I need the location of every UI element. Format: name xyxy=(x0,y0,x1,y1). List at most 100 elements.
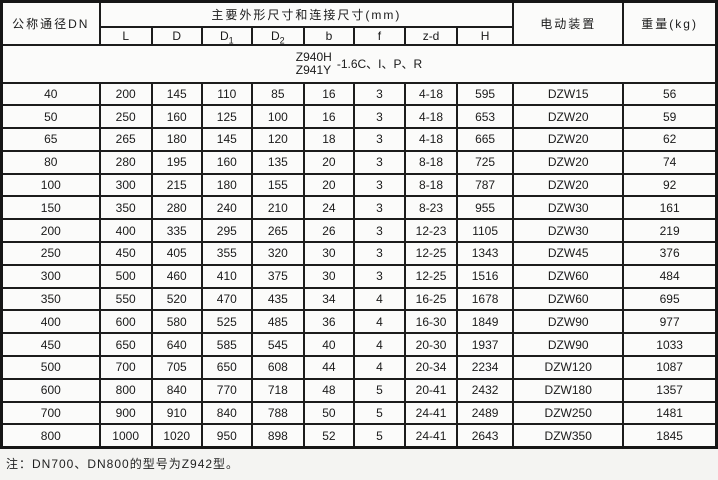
spec-cell: 470 xyxy=(200,286,253,312)
spec-cell: 44 xyxy=(302,355,355,380)
spec-cell: 145 xyxy=(150,81,203,107)
spec-cell: 20-41 xyxy=(403,377,459,403)
spec-row: 500 700 705 650 608 44 4 20-34 2234 DZW120 1087 xyxy=(0,355,718,380)
spec-cell: 18 xyxy=(302,127,355,152)
spec-cell: 240 xyxy=(200,195,253,221)
spec-cell: 62 xyxy=(622,127,718,152)
spec-cell: 24 xyxy=(302,195,355,221)
spec-row: 350 550 520 470 435 34 4 16-25 1678 DZW60 695 xyxy=(0,286,718,312)
model-top: Z940H xyxy=(295,49,332,64)
spec-cell: DZW15 xyxy=(512,81,625,107)
spec-cell: 24-41 xyxy=(403,423,459,449)
spec-cell: 100 xyxy=(0,172,101,198)
spec-cell: 219 xyxy=(622,218,718,244)
spec-cell: 5 xyxy=(352,400,407,426)
spec-cell: 1481 xyxy=(622,400,718,426)
spec-cell: 400 xyxy=(0,309,101,335)
spec-cell: 1678 xyxy=(456,286,515,312)
spec-cell: 900 xyxy=(98,400,153,426)
spec-cell: DZW20 xyxy=(512,127,625,152)
spec-cell: DZW120 xyxy=(512,355,625,380)
model-bottom: Z941Y xyxy=(295,62,332,77)
spec-cell: 350 xyxy=(98,195,153,221)
spec-cell: 4 xyxy=(352,286,407,312)
spec-cell: 600 xyxy=(0,377,101,403)
spec-cell: 800 xyxy=(98,377,153,403)
spec-cell: DZW45 xyxy=(512,241,625,266)
spec-cell: DZW350 xyxy=(512,423,625,449)
spec-cell: 125 xyxy=(200,104,253,130)
spec-cell: 50 xyxy=(302,400,355,426)
spec-cell: 460 xyxy=(150,263,203,289)
spec-cell: 350 xyxy=(0,286,101,312)
spec-cell: 180 xyxy=(150,127,203,152)
spec-cell: 950 xyxy=(200,423,253,449)
spec-cell: 2489 xyxy=(456,400,515,426)
spec-cell: 3 xyxy=(352,149,407,175)
spec-row: 40 200 145 110 85 16 3 4-18 595 DZW15 56 xyxy=(0,81,718,107)
spec-cell: 155 xyxy=(250,172,305,198)
spec-cell: 195 xyxy=(150,149,203,175)
spec-cell: 4-18 xyxy=(403,127,459,152)
spec-cell: 280 xyxy=(150,195,203,221)
spec-cell: DZW20 xyxy=(512,149,625,175)
spec-cell: 375 xyxy=(250,263,305,289)
spec-cell: 50 xyxy=(0,104,101,130)
model-suffix: -1.6C、I、P、R xyxy=(336,57,423,71)
spec-cell: 250 xyxy=(0,241,101,266)
spec-cell: 265 xyxy=(250,218,305,244)
spec-cell: 4-18 xyxy=(403,81,459,107)
spec-cell: 650 xyxy=(98,332,153,358)
spec-cell: DZW250 xyxy=(512,400,625,426)
spec-cell: 24-41 xyxy=(403,400,459,426)
header-col-f: f xyxy=(352,25,407,46)
spec-cell: 405 xyxy=(150,241,203,266)
spec-cell: 2643 xyxy=(456,423,515,449)
spec-cell: 653 xyxy=(456,104,515,130)
spec-cell: 898 xyxy=(250,423,305,449)
spec-cell: 4 xyxy=(352,355,407,380)
spec-cell: 26 xyxy=(302,218,355,244)
spec-cell: 4 xyxy=(352,309,407,335)
spec-row: 300 500 460 410 375 30 3 12-25 1516 DZW60 484 xyxy=(0,263,718,289)
spec-cell: 8-18 xyxy=(403,172,459,198)
spec-row: 600 800 840 770 718 48 5 20-41 2432 DZW180 1357 xyxy=(0,377,718,403)
spec-row: 80 280 195 160 135 20 3 8-18 725 DZW20 74 xyxy=(0,149,718,175)
spec-cell: 145 xyxy=(200,127,253,152)
spec-cell: 3 xyxy=(352,127,407,152)
spec-cell: 80 xyxy=(0,149,101,175)
spec-cell: 4-18 xyxy=(403,104,459,130)
spec-cell: 700 xyxy=(98,355,153,380)
spec-cell: 161 xyxy=(622,195,718,221)
spec-cell: DZW60 xyxy=(512,263,625,289)
spec-cell: 12-25 xyxy=(403,263,459,289)
model-designation: Z940H Z941Y -1.6C、I、P、R xyxy=(4,49,715,77)
spec-cell: DZW20 xyxy=(512,172,625,198)
spec-cell: 410 xyxy=(200,263,253,289)
spec-cell: 3 xyxy=(352,195,407,221)
spec-cell: 1516 xyxy=(456,263,515,289)
header-col-D2: D2 xyxy=(250,25,305,46)
spec-cell: DZW180 xyxy=(512,377,625,403)
spec-row: 65 265 180 145 120 18 3 4-18 665 DZW20 62 xyxy=(0,127,718,152)
spec-cell: 2432 xyxy=(456,377,515,403)
spec-cell: 355 xyxy=(200,241,253,266)
header-col-D1: D1 xyxy=(200,25,253,46)
spec-cell: 16-30 xyxy=(403,309,459,335)
spec-cell: 34 xyxy=(302,286,355,312)
spec-cell: 608 xyxy=(250,355,305,380)
spec-cell: 1849 xyxy=(456,309,515,335)
spec-cell: 265 xyxy=(98,127,153,152)
spec-row: 400 600 580 525 485 36 4 16-30 1849 DZW90 977 xyxy=(0,309,718,335)
header-electric-actuator: 电动装置 xyxy=(512,0,625,46)
spec-cell: 550 xyxy=(98,286,153,312)
spec-cell: 3 xyxy=(352,263,407,289)
spec-cell: 74 xyxy=(622,149,718,175)
spec-cell: 585 xyxy=(200,332,253,358)
spec-cell: 1937 xyxy=(456,332,515,358)
spec-row: 250 450 405 355 320 30 3 12-25 1343 DZW45 376 xyxy=(0,241,718,266)
header-dimensions-group: 主要外形尺寸和连接尺寸(mm) xyxy=(98,0,515,28)
spec-cell: 800 xyxy=(0,423,101,449)
spec-cell: DZW60 xyxy=(512,286,625,312)
